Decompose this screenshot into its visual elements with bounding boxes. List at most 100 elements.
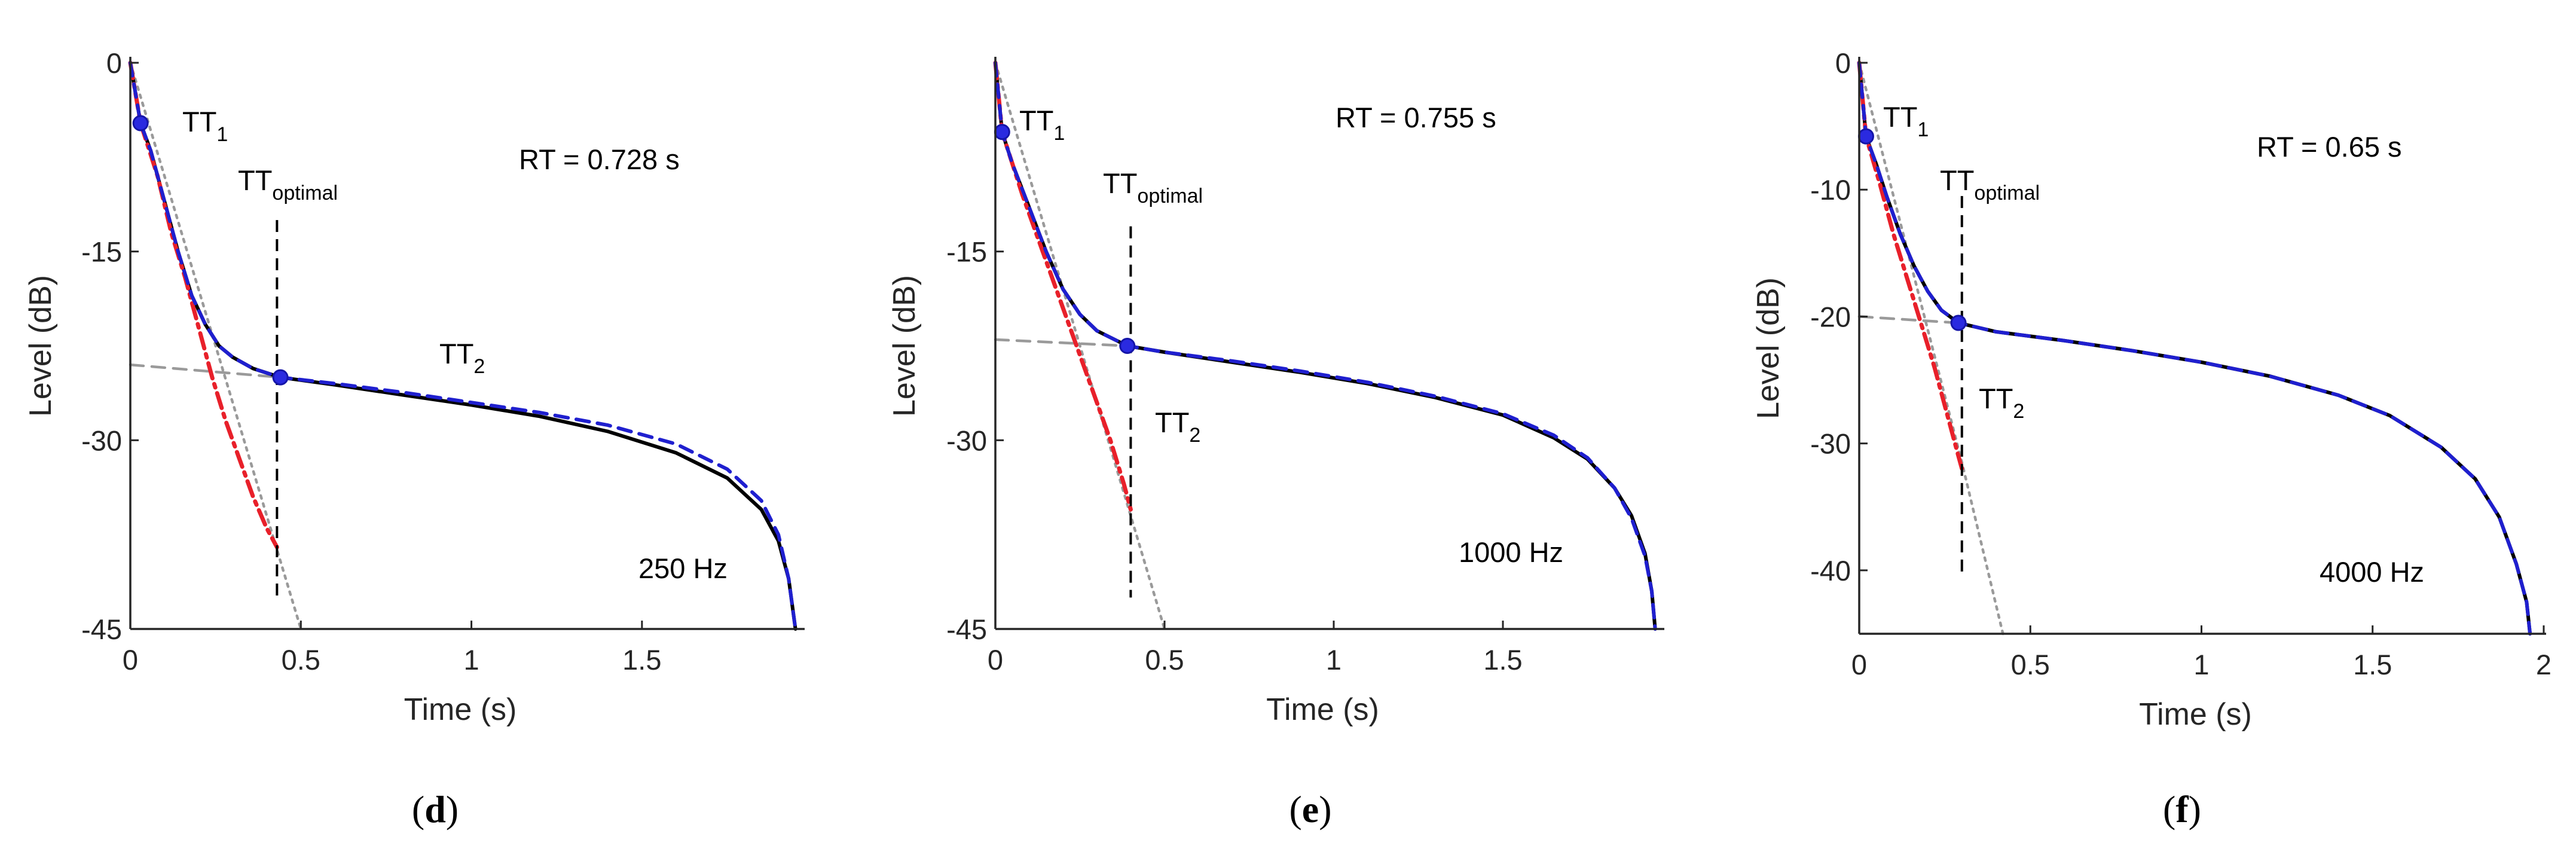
y-tick-label: -40 — [1810, 555, 1851, 587]
tt1-subscript: 1 — [216, 123, 228, 146]
plot-panel-d: 0 0.5 1 1.5 0 -15 -30 -45 Time (s) Level (dB) R… — [23, 47, 805, 727]
series-model-fit — [994, 61, 1657, 631]
rt-label: RT = 0.65 s — [2257, 131, 2402, 163]
series-model-fit — [1857, 61, 2532, 636]
x-tick-label: 2 — [2536, 649, 2551, 680]
series-second-slope-extension — [1857, 315, 1960, 325]
tt2-label: TT2 — [1979, 383, 2024, 423]
labels-f: Time (s) Level (dB) RT = 0.65 s 4000 Hz … — [1751, 101, 2424, 732]
panel-label-close: ) — [2189, 788, 2201, 830]
y-tick-label: -15 — [946, 236, 987, 268]
tt1-label: TT1 — [1019, 105, 1065, 145]
ticks-d: 0 0.5 1 1.5 0 -15 -30 -45 — [81, 47, 661, 676]
tt1-label: TT1 — [182, 106, 228, 146]
x-tick-label: 0 — [123, 644, 138, 676]
tt2-label: TT2 — [1155, 407, 1200, 447]
tt-optimal-label: TToptimal — [1103, 167, 1203, 207]
curves-f — [1857, 60, 2532, 636]
tt-optimal-subscript: optimal — [272, 182, 338, 204]
rt-label: RT = 0.728 s — [519, 143, 680, 175]
x-tick-label: 1 — [1326, 644, 1342, 676]
tt1-base: TT — [1883, 101, 1917, 133]
series-model-fit — [129, 61, 797, 631]
tt-optimal-base: TT — [238, 164, 272, 196]
x-tick-label: 1.5 — [2353, 649, 2392, 680]
tt2-label: TT2 — [439, 338, 485, 378]
tt1-subscript: 1 — [1917, 118, 1929, 141]
curves-d — [128, 60, 797, 631]
panel-label-f: (f) — [2163, 788, 2201, 830]
x-tick-label: 1 — [2193, 649, 2209, 680]
tt1-base: TT — [182, 106, 216, 138]
x-axis-title: Time (s) — [1266, 692, 1379, 727]
y-tick-label: -45 — [946, 613, 987, 645]
panel-label-open: ( — [2163, 788, 2175, 830]
panel-label-letter: e — [1302, 788, 1319, 830]
series-first-slope-fit — [993, 60, 1133, 512]
tt2-marker — [1119, 338, 1136, 354]
plot-panel-f: 0 0.5 1 1.5 2 0 -10 -20 -30 -40 Time (s) Level (d… — [1751, 47, 2551, 732]
y-tick-label: -30 — [1810, 428, 1851, 460]
x-axis-title: Time (s) — [2139, 697, 2252, 732]
tt2-base: TT — [1155, 407, 1189, 438]
panel-label-close: ) — [446, 788, 459, 830]
x-tick-label: 1 — [463, 644, 479, 676]
axes-e — [994, 57, 1664, 630]
x-tick-label: 0 — [1851, 649, 1867, 680]
frequency-label: 250 Hz — [638, 552, 728, 584]
tt-optimal-base: TT — [1940, 164, 1974, 196]
rt-label: RT = 0.755 s — [1336, 102, 1496, 133]
tt-optimal-label: TToptimal — [238, 164, 338, 204]
y-tick-label: -10 — [1810, 174, 1851, 206]
axes-d — [129, 57, 805, 630]
tt-optimal-base: TT — [1103, 167, 1137, 199]
tt2-subscript: 2 — [473, 355, 485, 378]
y-tick-label: -20 — [1810, 301, 1851, 332]
x-axis-title: Time (s) — [404, 692, 517, 727]
x-tick-label: 1.5 — [1483, 644, 1522, 676]
plot-panel-e: 0 0.5 1 1.5 -15 -30 -45 Time (s) Level (dB) RT… — [887, 57, 1664, 727]
series-first-slope-extension — [129, 61, 302, 631]
panel-label-d: (d) — [412, 788, 459, 830]
y-tick-label: -45 — [81, 613, 122, 645]
curves-e — [993, 60, 1657, 631]
ticks-f: 0 0.5 1 1.5 2 0 -10 -20 -30 -40 — [1810, 47, 2551, 680]
panel-label-letter: d — [424, 788, 446, 830]
tt2-subscript: 2 — [1189, 424, 1200, 447]
tt-optimal-subscript: optimal — [1137, 185, 1203, 207]
panel-label-close: ) — [1319, 788, 1331, 830]
tt1-label: TT1 — [1883, 101, 1929, 141]
labels-d: Time (s) Level (dB) RT = 0.728 s 250 Hz … — [23, 106, 728, 727]
panel-label-open: ( — [1289, 788, 1301, 830]
series-second-slope-extension — [129, 363, 282, 379]
ticks-e: 0 0.5 1 1.5 -15 -30 -45 — [946, 236, 1523, 676]
markers-f — [1857, 128, 1967, 331]
panel-label-e: (e) — [1289, 788, 1331, 830]
x-tick-label: 0 — [988, 644, 1003, 676]
tt-optimal-label: TToptimal — [1940, 164, 2040, 204]
tt1-marker — [1857, 128, 1874, 145]
tt2-marker — [272, 369, 289, 386]
tt2-marker — [1950, 314, 1967, 331]
y-tick-label: 0 — [106, 47, 122, 79]
labels-e: Time (s) Level (dB) RT = 0.755 s 1000 Hz… — [887, 102, 1563, 727]
y-axis-title: Level (dB) — [23, 275, 58, 417]
series-second-slope-extension — [994, 338, 1129, 347]
frequency-label: 1000 Hz — [1459, 536, 1563, 568]
axes-f — [1858, 57, 2546, 635]
y-tick-label: -30 — [946, 424, 987, 456]
tt1-base: TT — [1019, 105, 1053, 136]
series-first-slope-extension — [1857, 61, 2004, 636]
tt2-base: TT — [439, 338, 473, 369]
tt2-base: TT — [1979, 383, 2013, 414]
y-tick-label: 0 — [1835, 47, 1851, 79]
tt2-subscript: 2 — [2013, 400, 2024, 423]
y-axis-title: Level (dB) — [1751, 277, 1786, 419]
tt1-subscript: 1 — [1053, 122, 1065, 145]
x-tick-label: 0.5 — [282, 644, 320, 676]
tt-optimal-subscript: optimal — [1974, 182, 2040, 204]
y-tick-label: -30 — [81, 424, 122, 456]
tt1-marker — [994, 124, 1010, 141]
